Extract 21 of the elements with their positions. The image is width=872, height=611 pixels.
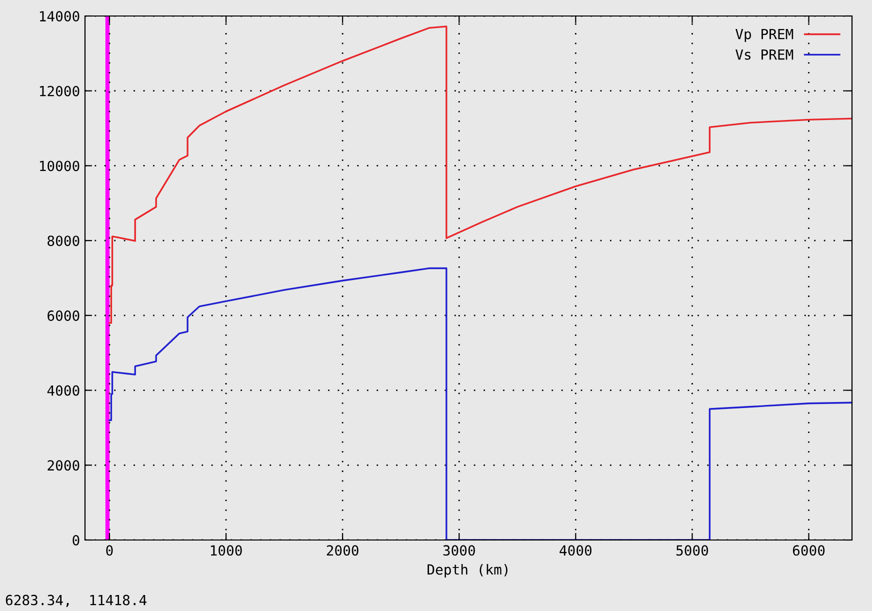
x-tick-label: 6000 (792, 545, 825, 556)
y-tick-label: 10000 (40, 160, 80, 172)
x-tick-label: 2000 (326, 545, 358, 556)
y-tick-label: 8000 (48, 236, 80, 246)
text: 6283.34, 11418.4 (6, 594, 146, 608)
line-series (108, 267, 852, 540)
x-tick-label: 3000 (443, 545, 475, 556)
y-tick-label: 0 (72, 535, 80, 546)
legend-label: Vs PREM (736, 49, 794, 60)
y-tick-label: 12000 (40, 86, 80, 96)
x-tick-label: 1000 (210, 545, 242, 556)
x-tick-label: 4000 (560, 545, 592, 556)
x-tick-label: 0 (106, 545, 113, 556)
y-tick-label: 6000 (48, 310, 80, 321)
x-axis-title: Depth (km) (428, 564, 508, 578)
legend-label: Vp PREM (736, 29, 794, 42)
y-tick-label: 4000 (47, 385, 80, 396)
line-series (108, 26, 852, 324)
x-tick-label: 5000 (676, 545, 708, 556)
y-tick-label: 2000 (48, 460, 80, 471)
y-tick-label: 14000 (40, 11, 80, 22)
